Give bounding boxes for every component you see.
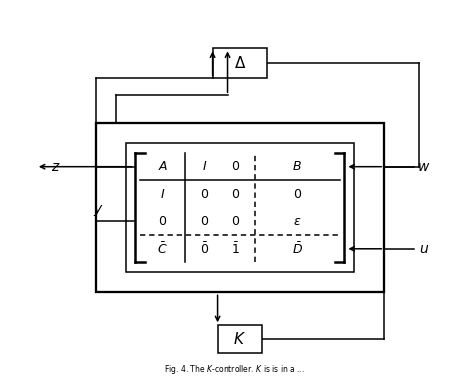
Text: $I$: $I$ bbox=[202, 160, 207, 173]
Text: $\Delta$: $\Delta$ bbox=[234, 56, 246, 71]
Text: $0$: $0$ bbox=[231, 160, 240, 173]
Text: $0$: $0$ bbox=[293, 187, 302, 201]
Text: $u$: $u$ bbox=[419, 242, 429, 256]
Text: $0$: $0$ bbox=[158, 215, 167, 228]
Bar bbox=[95, 123, 384, 292]
Text: $I$: $I$ bbox=[160, 187, 165, 201]
Text: $0$: $0$ bbox=[200, 215, 209, 228]
Text: $0$: $0$ bbox=[200, 187, 209, 201]
Text: $\epsilon$: $\epsilon$ bbox=[293, 215, 301, 228]
Bar bbox=[218, 325, 262, 353]
Text: $0$: $0$ bbox=[231, 215, 240, 228]
Text: $\bar{D}$: $\bar{D}$ bbox=[292, 241, 303, 257]
Bar bbox=[125, 143, 354, 273]
Text: $\bar{0}$: $\bar{0}$ bbox=[200, 241, 209, 257]
Text: $B$: $B$ bbox=[292, 160, 302, 173]
Text: Fig. 4. The $K$-controller. $K$ is is in a ...: Fig. 4. The $K$-controller. $K$ is is in… bbox=[164, 363, 306, 375]
Text: $\bar{1}$: $\bar{1}$ bbox=[231, 241, 240, 257]
Text: $\bar{C}$: $\bar{C}$ bbox=[157, 241, 168, 257]
Bar bbox=[212, 48, 267, 78]
Text: $w$: $w$ bbox=[417, 160, 431, 174]
Text: $z$: $z$ bbox=[51, 160, 61, 174]
Text: $y$: $y$ bbox=[93, 203, 104, 218]
Text: $K$: $K$ bbox=[234, 331, 246, 347]
Text: $A$: $A$ bbox=[157, 160, 168, 173]
Text: $0$: $0$ bbox=[231, 187, 240, 201]
